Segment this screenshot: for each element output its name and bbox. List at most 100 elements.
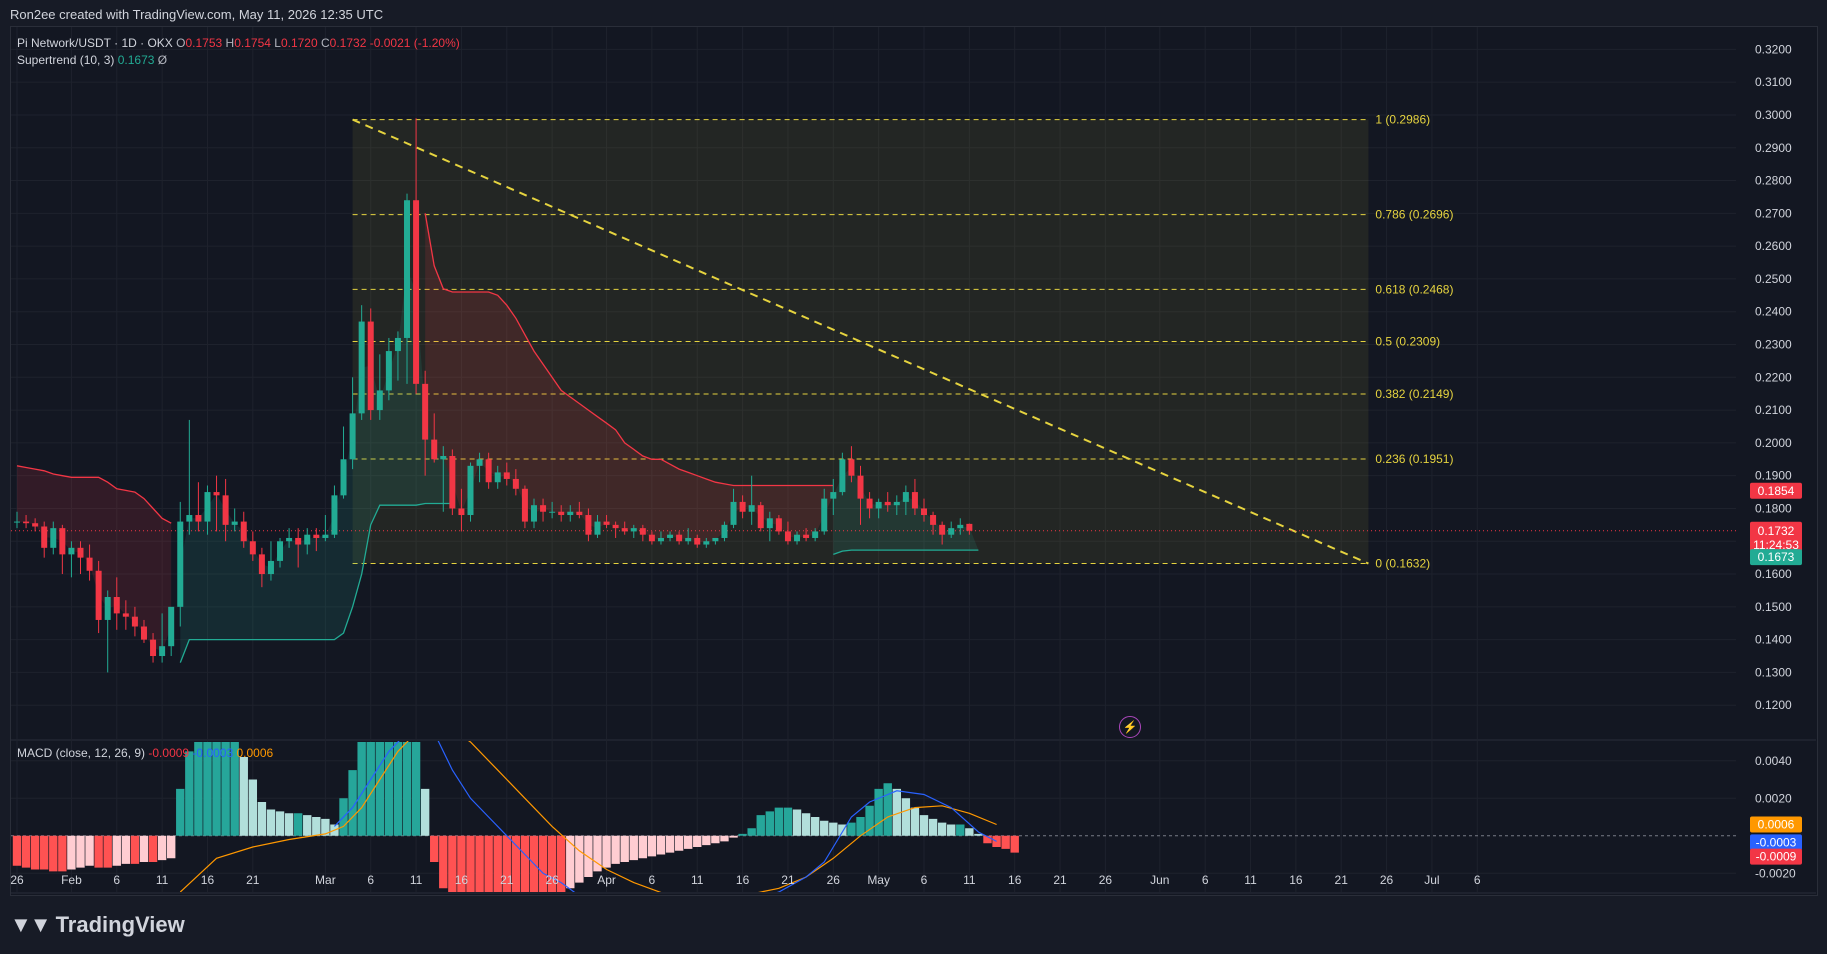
candle (803, 528, 810, 542)
x-tick-label: 21 (246, 873, 260, 887)
candle-body (794, 534, 801, 542)
y-tick-label: 0.2600 (1755, 239, 1792, 253)
bolt-icon[interactable]: ⚡ (1119, 716, 1141, 738)
macd-hist-bar (983, 835, 992, 844)
candle-body (140, 626, 147, 640)
macd-hist-bar (638, 835, 648, 859)
macd-hist-bar (856, 817, 865, 836)
macd-hist-bar (103, 835, 112, 868)
y-tick-label: 0.2900 (1755, 141, 1792, 155)
macd-label[interactable]: MACD (close, 12, 26, 9) (17, 746, 146, 760)
candle (530, 498, 537, 529)
symbol-label[interactable]: Pi Network/USDT · 1D · OKX (17, 36, 173, 50)
supertrend-fill (180, 269, 453, 663)
candle-body (930, 515, 937, 525)
x-tick-label: 21 (1053, 873, 1067, 887)
fib-level-label: 0.786 (0.2696) (1375, 208, 1453, 222)
macd-hist-bar (711, 835, 720, 844)
macd-hist-bar (112, 835, 121, 866)
supertrend-up-line (833, 549, 979, 556)
hidden-icon[interactable]: Ø (157, 53, 168, 67)
candle (911, 478, 918, 516)
candle (694, 534, 701, 548)
hist-badge: -0.0009 (1750, 848, 1802, 865)
signal-badge: 0.0006 (1750, 816, 1802, 833)
signal-badge-text: 0.0006 (1758, 818, 1795, 832)
candle-body (467, 465, 474, 516)
tradingview-logo[interactable]: ▼▼ TradingView (10, 912, 185, 938)
macd-hist-bar (493, 835, 502, 892)
supertrend-label[interactable]: Supertrend (10, 3) (17, 53, 115, 67)
y-tick-label: 0.1200 (1755, 698, 1792, 712)
x-tick-label: Mar (315, 873, 336, 887)
candle (812, 528, 819, 542)
x-tick-label: 6 (649, 873, 656, 887)
candle (712, 537, 719, 545)
macd-hist-bar (910, 807, 920, 836)
supertrend-down-line (424, 213, 834, 487)
candle (784, 521, 791, 545)
candle-body (394, 337, 401, 352)
macd-hist-bar (157, 835, 167, 861)
candle-body (68, 547, 75, 555)
candle-body (902, 492, 909, 502)
candle-body (821, 498, 828, 532)
macd-hist-bar (665, 835, 675, 853)
macd-hist-bar (720, 835, 729, 842)
macd-hist-bar (411, 742, 421, 836)
x-tick-label: 21 (1335, 873, 1349, 887)
x-tick-label: 6 (1474, 873, 1481, 887)
candle-body (512, 478, 519, 489)
macd-hist-bar (593, 835, 602, 872)
x-tick-label: Jun (1150, 873, 1169, 887)
macd-hist-bar (439, 835, 448, 889)
hist-badge-bg (1750, 848, 1802, 865)
candle (467, 462, 474, 522)
candle (104, 590, 111, 673)
candle-body (476, 459, 483, 466)
macd-hist-bar (257, 802, 267, 836)
fib-level-label: 0 (0.1632) (1375, 557, 1430, 571)
candle (540, 498, 547, 522)
y-tick-label: 0.2400 (1755, 305, 1792, 319)
chart-grid (11, 27, 1816, 894)
supertrend-up-badge-text: 0.1673 (1758, 550, 1795, 564)
attribution-text: Ron2ee created with TradingView.com, May… (10, 7, 384, 22)
candle (204, 485, 211, 535)
candle (621, 521, 628, 535)
macd-hist-bar (457, 835, 466, 892)
candle-body (558, 511, 565, 516)
x-tick-label: 21 (500, 873, 514, 887)
macd-signal-value: 0.0006 (236, 746, 274, 760)
candle-body (41, 526, 48, 548)
candle-body (331, 495, 338, 535)
candle-body (730, 501, 737, 525)
macd-hist-bar (502, 835, 511, 892)
candle (639, 524, 646, 542)
fib-level-label: 0.236 (0.1951) (1375, 452, 1453, 466)
macd-hist-bar (557, 835, 566, 892)
candle-body (775, 518, 782, 532)
main-legend: Pi Network/USDT · 1D · OKX O0.1753 H0.17… (17, 35, 460, 69)
candle-body (812, 531, 819, 538)
logo-text: TradingView (55, 912, 185, 937)
candle (603, 515, 610, 529)
candle (893, 495, 900, 516)
y-tick-label: 0.2100 (1755, 403, 1792, 417)
candle (494, 465, 501, 489)
candle (549, 501, 556, 519)
macd-hist-bar (801, 813, 811, 836)
y-tick-label: 0.2000 (1755, 436, 1792, 450)
candle-body (258, 554, 265, 575)
candle (721, 521, 728, 542)
candle (567, 505, 574, 522)
candle (576, 501, 583, 519)
candle-body (576, 511, 583, 516)
macd-line-value: -0.0003 (192, 746, 234, 760)
chart-frame[interactable] (10, 26, 1818, 896)
x-tick-label: 26 (10, 873, 24, 887)
macd-hist-bar (284, 813, 294, 836)
candle (821, 488, 828, 535)
macd-hist-bar (58, 835, 67, 872)
